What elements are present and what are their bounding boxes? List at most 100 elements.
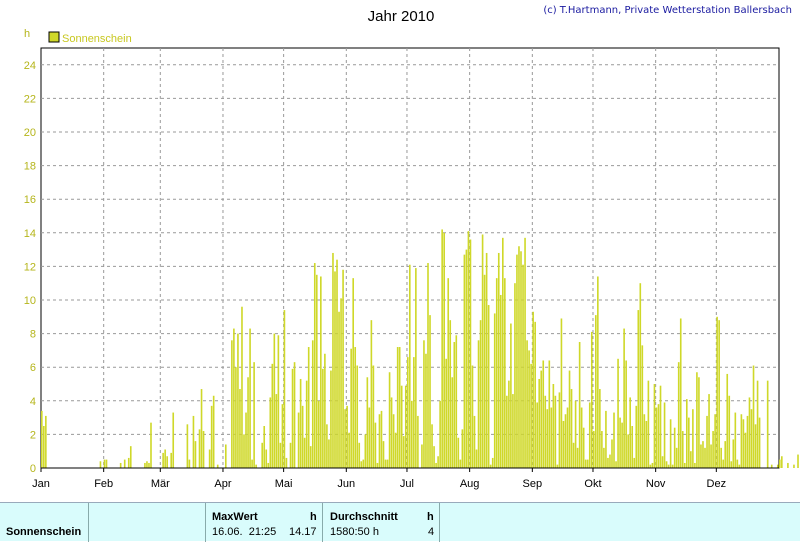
sunshine-bar [354, 347, 357, 468]
sunshine-bar [508, 380, 510, 468]
sunshine-bar [502, 237, 504, 468]
sunshine-bar [740, 414, 743, 468]
sunshine-bar [269, 397, 272, 468]
sunshine-bar [694, 462, 696, 468]
sunshine-bar [210, 405, 213, 468]
sunshine-bar [532, 311, 534, 468]
sunshine-bar [629, 397, 631, 468]
x-tick-label: Jun [337, 478, 355, 490]
sunshine-bar [580, 407, 583, 468]
x-tick-label: Mai [275, 478, 293, 490]
sunshine-bar [754, 424, 757, 468]
sunshine-bar [637, 310, 640, 468]
sunshine-bar [261, 442, 264, 468]
sunshine-bar [542, 360, 545, 468]
sunshine-bar [390, 397, 393, 468]
gridlines [41, 48, 779, 468]
sunshine-bar [427, 263, 429, 468]
sunshine-bar [605, 410, 607, 468]
sunshine-bar [609, 454, 611, 468]
sunshine-bar [457, 437, 460, 468]
sunshine-bar [200, 389, 203, 468]
sunshine-bar [554, 395, 557, 468]
sunshine-bar [639, 283, 642, 468]
y-tick-label: 4 [30, 396, 36, 408]
sunshine-bar [103, 459, 106, 468]
sunshine-bar [392, 414, 395, 468]
sunshine-bar [318, 400, 320, 468]
sunshine-bar [305, 380, 308, 468]
sunshine-bar [633, 457, 636, 468]
sunshine-bar [45, 415, 47, 468]
max-unit: h [310, 511, 317, 523]
sunshine-bar [402, 436, 405, 468]
sunshine-bar [685, 399, 688, 468]
sunshine-bar [530, 363, 532, 468]
sunshine-bar [619, 417, 621, 468]
sunshine-bar [681, 431, 684, 468]
sunshine-bar [216, 464, 219, 468]
sunshine-chart: Jahr 2010 (c) T.Hartmann, Private Wetter… [24, 5, 799, 490]
sunshine-bar [661, 456, 664, 468]
y-tick-label: 24 [24, 60, 36, 72]
sunshine-bar [429, 315, 431, 468]
sunshine-bar [224, 444, 227, 468]
sunshine-bar [370, 320, 373, 468]
sunshine-bar [360, 461, 363, 468]
sunshine-bar [698, 377, 700, 468]
sunshine-bar [497, 252, 500, 468]
sunshine-bar [425, 353, 427, 468]
sunshine-bar [495, 278, 498, 468]
sunshine-bar [669, 419, 672, 468]
legend-swatch [48, 31, 60, 43]
sunshine-bar [748, 397, 751, 468]
sunshine-bar [469, 239, 472, 468]
x-tick-label: Sep [523, 478, 543, 490]
sunshine-bar [797, 454, 799, 468]
sunshine-bar [342, 269, 344, 468]
sunshine-bar [400, 385, 403, 468]
sunshine-bar [437, 456, 439, 468]
sunshine-bar [679, 318, 682, 468]
sunshine-bar [279, 442, 282, 468]
sunshine-bar [99, 461, 102, 468]
sunshine-bar [449, 320, 452, 468]
sunshine-bar [746, 415, 749, 468]
sunshine-bar [43, 426, 45, 468]
sunshine-bar [455, 335, 458, 468]
sunshine-bar [303, 437, 306, 468]
sunshine-bar [404, 385, 407, 468]
sunshine-bar [297, 412, 300, 468]
sunshine-bar [198, 429, 201, 468]
sunshine-bar [378, 414, 381, 468]
sunshine-bar [631, 426, 634, 468]
sunshine-bar [683, 462, 686, 468]
sunshine-bar [431, 424, 433, 468]
sunshine-bar [192, 415, 195, 468]
sunshine-bar [756, 380, 759, 468]
sunshine-bar [423, 340, 425, 468]
sunshine-bar [572, 442, 575, 468]
stats-panel: Sonnenschein MaxWert h 16.06. 21:25 14.1… [0, 502, 800, 542]
sunshine-bar [237, 333, 239, 468]
sunshine-bar [263, 426, 266, 468]
sunshine-bar [293, 362, 296, 468]
sunshine-bar [696, 372, 698, 468]
sunshine-bar [313, 263, 316, 468]
sunshine-bar [647, 380, 650, 468]
sunshine-bar [148, 462, 150, 468]
sunshine-bar [590, 331, 593, 468]
sunshine-bar [441, 229, 443, 468]
sunshine-bar [188, 459, 191, 468]
sunshine-bar [645, 420, 648, 468]
sunshine-bar [584, 459, 587, 468]
sunshine-bar [380, 410, 383, 468]
sunshine-bar [538, 378, 541, 468]
sunshine-bar [615, 461, 617, 468]
sunshine-bar [752, 365, 755, 468]
sunshine-bar [473, 415, 476, 468]
sunshine-bar [700, 444, 702, 468]
sunshine-bar [352, 278, 354, 468]
sunshine-bar [364, 434, 367, 468]
sunshine-bar [212, 395, 215, 468]
